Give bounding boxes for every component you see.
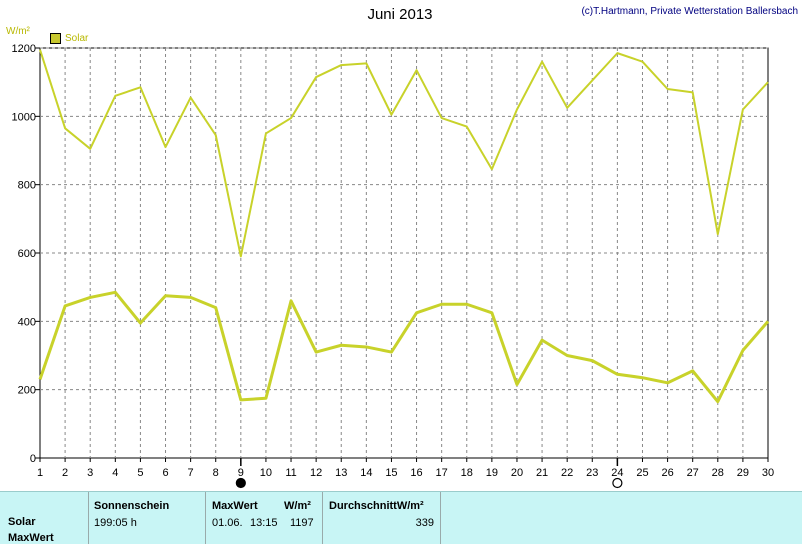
x-tick-label: 22 — [561, 467, 573, 479]
copyright-text: (c)T.Hartmann, Private Wetterstation Bal… — [581, 6, 798, 17]
x-tick-label: 16 — [410, 467, 422, 479]
y-tick-label: 1000 — [12, 111, 36, 123]
legend: Solar — [50, 33, 88, 44]
y-tick-label: 1200 — [12, 43, 36, 55]
legend-swatch — [50, 33, 61, 44]
series-line-solar — [38, 290, 770, 404]
sonnenschein-header: Sonnenschein — [94, 500, 170, 512]
x-tick-label: 18 — [461, 467, 473, 479]
x-tick-label: 6 — [162, 467, 168, 479]
x-tick-label: 26 — [661, 467, 673, 479]
x-tick-label: 13 — [335, 467, 347, 479]
y-tick-label: 600 — [18, 248, 36, 260]
x-tick-label: 15 — [385, 467, 397, 479]
x-tick-label: 10 — [260, 467, 272, 479]
maxwert-time: 13:15 — [250, 517, 278, 529]
y-tick-label: 800 — [18, 180, 36, 192]
x-tick-label: 29 — [737, 467, 749, 479]
y-tick-label: 200 — [18, 385, 36, 397]
row-label-maxwert: MaxWert — [8, 532, 54, 544]
durchschnitt-value: 339 — [415, 517, 434, 529]
maxwert-value: 1197 — [290, 517, 314, 529]
x-tick-label: 1 — [37, 467, 43, 479]
row-label-cell: Solar MaxWert — [0, 492, 89, 544]
x-tick-label: 7 — [188, 467, 194, 479]
x-tick-label: 11 — [285, 467, 296, 479]
sonnenschein-value: 199:05 h — [94, 517, 137, 529]
maxwert-header: MaxWert — [212, 500, 258, 512]
y-tick-label: 0 — [30, 453, 36, 465]
legend-label: Solar — [65, 33, 89, 44]
x-tick-label: 14 — [360, 467, 372, 479]
x-tick-label: 4 — [112, 467, 118, 479]
y-tick-label: 400 — [18, 316, 36, 328]
x-tick-label: 27 — [687, 467, 699, 479]
row-label-solar: Solar — [8, 516, 36, 528]
x-tick-label: 12 — [310, 467, 322, 479]
summary-panel: Solar MaxWert Sonnenschein 199:05 h MaxW… — [0, 491, 802, 544]
maxwert-date: 01.06. — [212, 517, 243, 529]
y-axis-unit: W/m² — [6, 26, 30, 37]
full-moon-icon — [612, 477, 623, 489]
x-tick-label: 25 — [636, 467, 648, 479]
x-tick-label: 3 — [87, 467, 93, 479]
chart-title: Juni 2013 — [367, 6, 433, 23]
durchschnitt-cell: DurchschnittW/m² 339 — [323, 492, 441, 544]
x-tick-label: 5 — [137, 467, 143, 479]
maxwert-cell: MaxWert W/m² 01.06. 13:15 1197 — [206, 492, 323, 544]
maxwert-unit: W/m² — [284, 500, 311, 512]
x-tick-label: 19 — [486, 467, 498, 479]
x-tick-label: 21 — [536, 467, 548, 479]
x-tick-label: 8 — [213, 467, 219, 479]
series-line-maxwert — [39, 49, 769, 258]
new-moon-icon — [235, 477, 246, 489]
x-tick-label: 20 — [511, 467, 523, 479]
x-tick-label: 2 — [62, 467, 68, 479]
durchschnitt-header: DurchschnittW/m² — [329, 500, 424, 512]
x-tick-label: 24 — [611, 467, 623, 479]
x-tick-label: 30 — [762, 467, 774, 479]
sonnenschein-cell: Sonnenschein 199:05 h — [89, 492, 206, 544]
x-tick-label: 17 — [436, 467, 448, 479]
x-tick-label: 23 — [586, 467, 598, 479]
x-tick-label: 28 — [712, 467, 724, 479]
x-tick-label: 9 — [238, 467, 244, 479]
